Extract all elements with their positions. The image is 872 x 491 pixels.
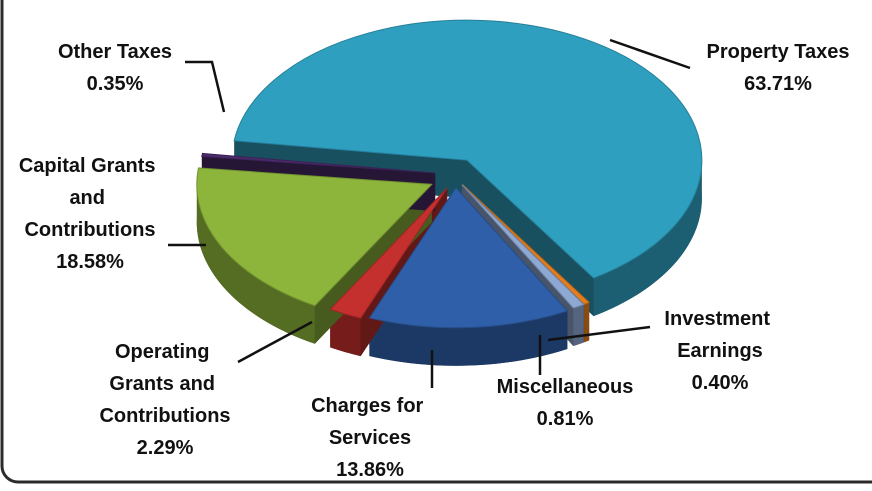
labels: Property Taxes 63.71% Investment Earnings 0… xyxy=(19,38,850,481)
value-label: 63.71% xyxy=(744,73,812,95)
leader-line xyxy=(237,320,313,364)
value-label: 18.58% xyxy=(56,251,124,273)
slice-label: Capital Grants and Contributions xyxy=(19,155,161,241)
slice-label: Charges for Services xyxy=(311,395,429,449)
slice xyxy=(461,184,585,309)
slice-label: Other Taxes xyxy=(58,41,172,63)
pie xyxy=(196,19,703,366)
slice xyxy=(368,186,569,329)
value-label: 0.40% xyxy=(692,372,749,394)
value-label: 0.81% xyxy=(537,408,594,430)
value-label: 13.86% xyxy=(336,459,404,481)
value-label: 2.29% xyxy=(137,437,194,459)
slice xyxy=(201,152,436,174)
value-label: 0.35% xyxy=(87,73,144,95)
slice-label: Property Taxes xyxy=(706,41,849,63)
slice-side xyxy=(573,304,584,347)
slice-side xyxy=(584,302,590,343)
slice xyxy=(233,19,703,279)
slice xyxy=(196,167,433,307)
slice-label: Operating Grants and Contributions xyxy=(99,341,230,427)
slice xyxy=(329,187,448,319)
slice-side xyxy=(593,160,702,317)
leader-line xyxy=(185,60,226,113)
slice-side xyxy=(369,311,568,366)
leader-line xyxy=(609,38,691,70)
slice-label: Miscellaneous xyxy=(497,376,634,398)
leader-line xyxy=(547,325,651,342)
slice-side xyxy=(330,309,361,357)
slice-side xyxy=(196,184,315,344)
slice-label: Investment Earnings xyxy=(664,308,775,362)
